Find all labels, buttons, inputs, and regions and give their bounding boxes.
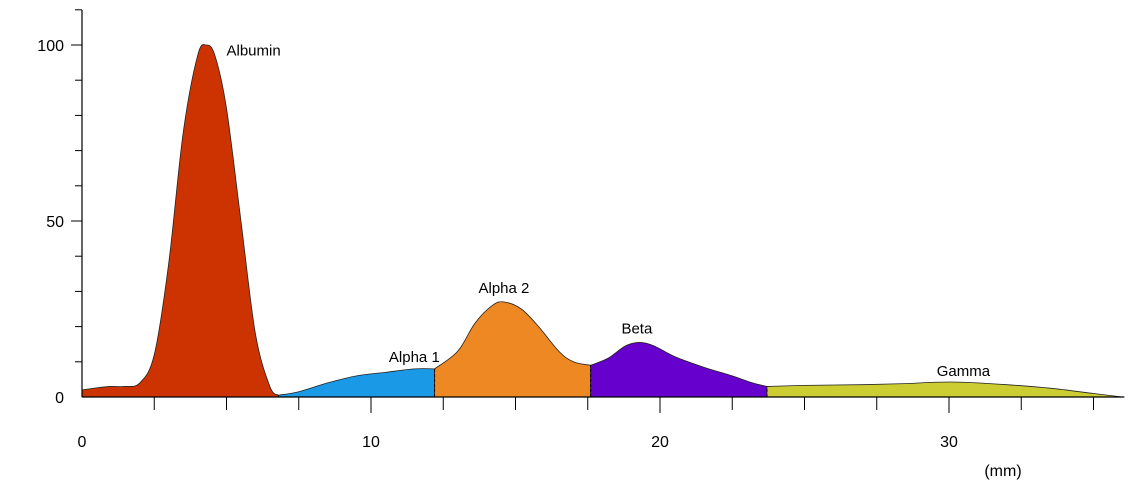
axes [81, 10, 1125, 398]
fraction-areas [81, 44, 1123, 398]
peak-labels: Albumin Alpha 1 Alpha 2 Beta Gamma [227, 43, 991, 380]
axis-ticks: 0 50 100 0 10 20 30 [37, 9, 1094, 451]
peak-label: Albumin [227, 43, 281, 60]
area-alpha-1 [278, 368, 435, 398]
x-tick-label: 0 [78, 434, 87, 451]
peak-label: Beta [621, 321, 653, 338]
y-tick-label: 0 [55, 390, 64, 407]
area-gamma [766, 381, 1123, 398]
x-tick-label: 20 [651, 434, 669, 451]
peak-label: Alpha 2 [479, 280, 530, 297]
x-unit-label: (mm) [984, 463, 1021, 480]
area-beta [590, 342, 768, 398]
area-albumin [81, 44, 279, 398]
peak-label: Alpha 1 [389, 349, 440, 366]
x-tick-label: 30 [940, 434, 958, 451]
y-tick-label: 50 [46, 214, 64, 231]
x-tick-label: 10 [362, 434, 380, 451]
area-alpha-2 [434, 301, 592, 398]
peak-label: Gamma [937, 363, 991, 380]
y-tick-label: 100 [37, 38, 64, 55]
